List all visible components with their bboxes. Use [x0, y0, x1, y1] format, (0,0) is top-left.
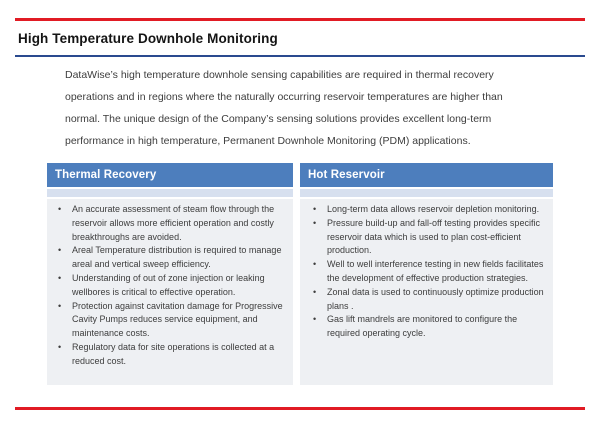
intro-paragraph: DataWise’s high temperature downhole sen… — [65, 64, 551, 152]
intro-line: normal. The unique design of the Company… — [65, 113, 492, 125]
thermal-recovery-cell: An accurate assessment of steam flow thr… — [47, 199, 293, 385]
table-accent-band — [47, 189, 553, 197]
table-body-row: An accurate assessment of steam flow thr… — [47, 199, 553, 385]
thermal-recovery-bullet-list: An accurate assessment of steam flow thr… — [47, 203, 287, 369]
title-underline-rule — [15, 55, 585, 57]
list-item: Pressure build-up and fall-off testing p… — [300, 217, 547, 258]
list-item: Areal Temperature distribution is requir… — [47, 244, 287, 272]
list-item: Protection against cavitation damage for… — [47, 300, 287, 341]
table-header-thermal-recovery: Thermal Recovery — [47, 163, 293, 187]
column-divider — [293, 189, 300, 197]
table-header-hot-reservoir: Hot Reservoir — [300, 163, 553, 187]
list-item: Zonal data is used to continuously optim… — [300, 286, 547, 314]
list-item: Well to well interference testing in new… — [300, 258, 547, 286]
page-title: High Temperature Downhole Monitoring — [18, 31, 278, 46]
intro-line: performance in high temperature, Permane… — [65, 135, 471, 147]
top-red-rule — [15, 18, 585, 21]
hot-reservoir-bullet-list: Long-term data allows reservoir depletio… — [300, 203, 547, 341]
bottom-red-rule — [15, 407, 585, 410]
column-divider — [293, 163, 300, 187]
intro-line: operations and in regions where the natu… — [65, 91, 503, 103]
intro-line: DataWise’s high temperature downhole sen… — [65, 69, 494, 81]
hot-reservoir-cell: Long-term data allows reservoir depletio… — [300, 199, 553, 385]
list-item: Understanding of out of zone injection o… — [47, 272, 287, 300]
column-divider — [293, 199, 300, 385]
list-item: An accurate assessment of steam flow thr… — [47, 203, 287, 244]
list-item: Regulatory data for site operations is c… — [47, 341, 287, 369]
two-column-table: Thermal Recovery Hot Reservoir An accura… — [47, 163, 553, 385]
table-header-row: Thermal Recovery Hot Reservoir — [47, 163, 553, 187]
list-item: Gas lift mandrels are monitored to confi… — [300, 313, 547, 341]
list-item: Long-term data allows reservoir depletio… — [300, 203, 547, 217]
